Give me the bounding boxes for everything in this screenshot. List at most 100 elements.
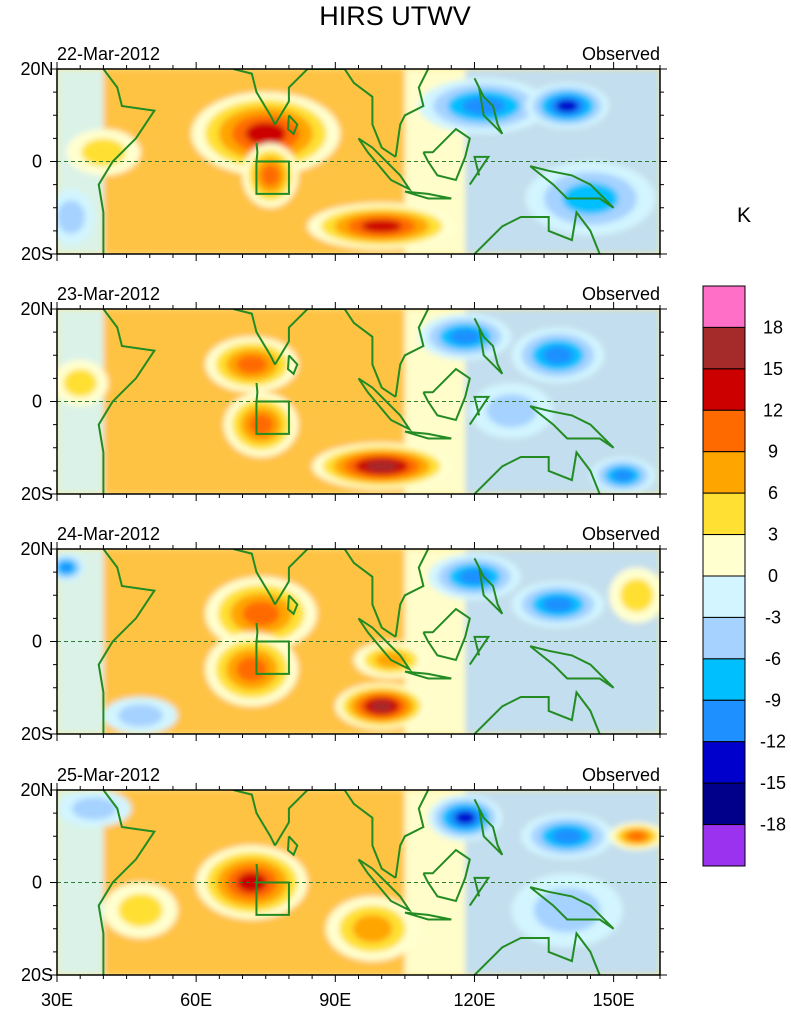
- borneo: [422, 848, 471, 903]
- anomaly-contour: [627, 831, 647, 841]
- coastlines: [97, 790, 615, 975]
- sumatra: [357, 617, 413, 672]
- colorbar-swatch: [702, 658, 746, 701]
- new-guinea: [529, 405, 615, 449]
- y-tick-label: 0: [32, 632, 42, 652]
- anomaly-contour: [60, 562, 73, 573]
- reference-box: [255, 640, 290, 675]
- colorbar-swatch: [702, 534, 746, 577]
- sulawesi: [468, 155, 491, 186]
- colorbar-level-label: 15: [763, 359, 783, 379]
- anomaly-contour: [449, 329, 481, 345]
- borneo: [422, 367, 471, 422]
- new-guinea: [529, 886, 615, 930]
- anomaly-contour: [236, 872, 267, 893]
- sri-lanka: [286, 114, 299, 136]
- coastlines: [97, 549, 615, 734]
- anomaly-contour: [261, 164, 280, 187]
- java: [404, 430, 452, 440]
- colorbar-swatch: [702, 326, 746, 370]
- x-tick-label: 30E: [41, 990, 73, 1010]
- africa-coast: [97, 69, 157, 254]
- y-tick-label: 20N: [20, 780, 53, 800]
- panel-ticks: [50, 783, 667, 982]
- java: [404, 670, 452, 680]
- colorbar-level-label: 18: [763, 317, 783, 337]
- x-tick-label: 60E: [180, 990, 212, 1010]
- sri-lanka: [286, 594, 299, 616]
- panel-date-label: 23-Mar-2012: [57, 284, 160, 304]
- colorbar: 18 15 12 9 6 3 0 -3 -6 -9 -12 -15 -18: [702, 285, 786, 867]
- y-tick-label: 20N: [20, 59, 53, 79]
- anomaly-contour: [361, 219, 402, 233]
- colorbar-level-label: -18: [760, 815, 786, 835]
- colorbar-swatch: [702, 616, 746, 660]
- australia-north: [473, 209, 601, 254]
- india-coast-west: [233, 790, 276, 846]
- y-tick-label: 0: [32, 873, 42, 893]
- india-coast-west: [233, 69, 276, 125]
- indochina-coast: [394, 309, 429, 398]
- panel-date-label: 24-Mar-2012: [57, 524, 160, 544]
- map-panel-2: 20N 0 20S 23-Mar-2012 Observed: [20, 284, 667, 504]
- colorbar-swatch: [702, 368, 746, 411]
- australia-north: [473, 689, 601, 734]
- colorbar-level-label: 6: [768, 483, 778, 503]
- anomaly-contour: [57, 200, 85, 234]
- colorbar-swatch: [702, 492, 746, 536]
- colorbar-level-label: 9: [768, 442, 778, 462]
- indochina-coast: [394, 549, 429, 638]
- colorbar-swatch: [702, 451, 746, 494]
- colorbar-swatch: [702, 699, 746, 743]
- reference-box: [255, 881, 290, 916]
- bay-of-bengal-coast: [307, 69, 397, 158]
- india-coast-east: [274, 69, 309, 126]
- maldives: [255, 142, 259, 162]
- borneo: [422, 607, 471, 662]
- sri-lanka: [286, 835, 299, 857]
- sumatra: [357, 377, 413, 432]
- india-coast-east: [274, 790, 309, 847]
- java: [404, 190, 452, 200]
- colorbar-swatch: [702, 782, 746, 826]
- panel-date-label: 25-Mar-2012: [57, 765, 160, 785]
- india-coast-east: [274, 309, 309, 366]
- anomaly-contour: [459, 569, 490, 585]
- colorbar-level-label: 0: [768, 566, 778, 586]
- panel-source-label: Observed: [582, 765, 660, 785]
- map-panel-1: 20N 0 20S 22-Mar-2012 Observed: [20, 44, 667, 264]
- anomaly-contour: [620, 578, 654, 612]
- panel-source-label: Observed: [582, 284, 660, 304]
- anomaly-contour: [533, 888, 601, 933]
- anomaly-contour: [365, 460, 398, 472]
- reference-box: [255, 160, 290, 195]
- colorbar-swatch: [702, 824, 746, 867]
- anomaly-contour: [63, 369, 97, 397]
- anomaly-contour: [245, 122, 286, 146]
- panel-source-label: Observed: [582, 44, 660, 64]
- sulawesi: [468, 635, 491, 666]
- anomaly-contour: [486, 394, 537, 428]
- sumatra: [357, 137, 413, 192]
- colorbar-level-label: -15: [760, 773, 786, 793]
- anomaly-contour: [455, 811, 476, 825]
- anomaly-contour: [242, 601, 280, 627]
- new-guinea: [529, 645, 615, 689]
- india-coast-west: [233, 549, 276, 605]
- x-tick-label: 120E: [453, 990, 495, 1010]
- colorbar-level-label: -6: [765, 649, 781, 669]
- anomaly-contour: [551, 828, 583, 844]
- philippines: [473, 317, 504, 375]
- y-tick-label: 20S: [21, 244, 53, 264]
- anomaly-contour: [370, 700, 393, 712]
- map-panel-4: 20N 0 20S 25-Mar-2012 Observed: [20, 765, 667, 985]
- bay-of-bengal-coast: [307, 309, 397, 398]
- panel-ticks: [50, 62, 667, 261]
- sulawesi: [468, 395, 491, 426]
- panel-date-label: 22-Mar-2012: [57, 44, 160, 64]
- australia-north: [473, 449, 601, 494]
- sumatra: [357, 858, 413, 913]
- anomaly-contour: [71, 797, 117, 820]
